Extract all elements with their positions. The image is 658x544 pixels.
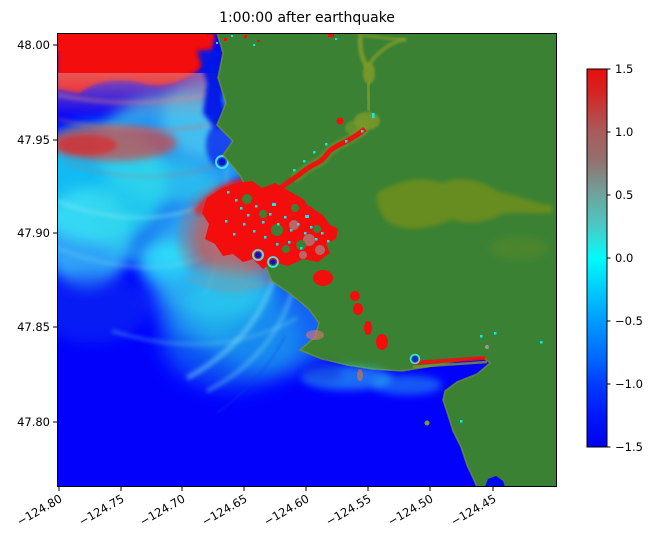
colorbar-tick-label: 1.5	[615, 62, 633, 76]
colorbar-tick-label: −1.5	[615, 440, 643, 454]
colorbar-gradient	[587, 69, 607, 447]
flooded-river-channel	[277, 113, 375, 192]
colorbar-ticks	[607, 68, 611, 448]
land-region	[217, 33, 557, 487]
offshore-wave-crest-band	[57, 33, 217, 161]
colorbar-tick-label: −1.0	[615, 377, 643, 391]
river-valley-wide-patch	[345, 120, 553, 260]
figure-title: 1:00:00 after earthquake	[219, 10, 395, 26]
y-axis: 48.00 47.95 47.90 47.85 47.80	[17, 38, 57, 429]
bay-waves	[302, 363, 442, 395]
colorbar-tick-label: −0.5	[615, 314, 643, 328]
colorbar-tick-label: 0.5	[615, 188, 633, 202]
estuary-islands	[242, 194, 321, 253]
barrier-spit	[409, 353, 488, 369]
y-axis-ticks	[53, 44, 57, 423]
y-tick-label: 47.80	[17, 415, 50, 429]
top-coast-speckles	[209, 33, 337, 46]
colorbar: 1.5 1.0 0.5 0.0 −0.5 −1.0 −1.5	[586, 62, 643, 454]
y-tick-label: 47.90	[17, 226, 50, 240]
map-image	[57, 33, 557, 487]
y-tick-label: 47.95	[17, 133, 50, 147]
y-tick-label: 48.00	[17, 38, 50, 52]
bottom-right-details	[424, 332, 543, 487]
axes-border	[57, 33, 557, 487]
flooded-estuary	[202, 181, 338, 269]
shoreline-olive-fringe	[216, 33, 492, 487]
x-axis-ticks	[58, 487, 494, 491]
map-plot	[57, 33, 557, 487]
colorbar-tick-label: 0.0	[615, 251, 633, 265]
y-tick-label: 47.85	[17, 320, 50, 334]
colorbar-tick-label: 1.0	[615, 125, 633, 139]
estuary-speckles	[225, 191, 330, 250]
